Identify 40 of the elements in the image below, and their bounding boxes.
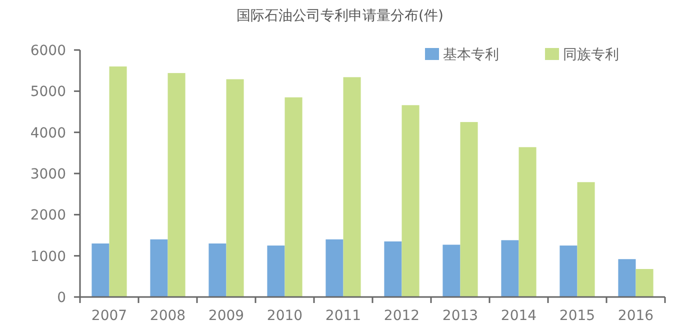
bar (560, 246, 578, 297)
x-tick-label: 2011 (325, 308, 362, 324)
x-tick-label: 2008 (150, 308, 186, 324)
x-tick-label: 2015 (559, 308, 596, 324)
bar (402, 105, 420, 297)
x-tick-label: 2016 (618, 308, 654, 324)
bar (284, 97, 302, 297)
y-tick-label: 5000 (30, 84, 66, 100)
y-tick-label: 1000 (30, 248, 66, 265)
bar (109, 66, 127, 297)
y-tick-label: 2000 (30, 208, 66, 224)
x-tick-label: 2012 (384, 308, 420, 324)
bar (226, 79, 244, 297)
y-tick-label: 3000 (30, 166, 66, 182)
bar (460, 122, 478, 297)
bar (618, 259, 636, 297)
x-tick-label: 2007 (91, 308, 128, 324)
x-tick-label: 2013 (442, 308, 478, 324)
y-tick-label: 6000 (30, 43, 66, 59)
bar (636, 269, 654, 297)
legend-label: 基本专利 (443, 47, 499, 63)
bar (518, 147, 536, 297)
bar (208, 243, 226, 297)
x-tick-label: 2010 (266, 308, 303, 324)
y-tick-label: 0 (57, 290, 66, 306)
bar (267, 246, 285, 297)
chart-title: 国际石油公司专利申请量分布(件) (236, 8, 444, 24)
bar (442, 244, 460, 297)
bar (326, 239, 344, 297)
bar (168, 73, 186, 297)
legend-label: 同族专利 (563, 47, 619, 63)
bar (577, 182, 595, 297)
x-tick-label: 2009 (208, 308, 244, 324)
bar (150, 239, 168, 297)
bar (384, 241, 402, 297)
y-tick-label: 4000 (30, 125, 66, 142)
bar (343, 77, 361, 297)
bar (501, 240, 519, 297)
bar (92, 243, 110, 297)
x-tick-label: 2014 (500, 308, 537, 324)
